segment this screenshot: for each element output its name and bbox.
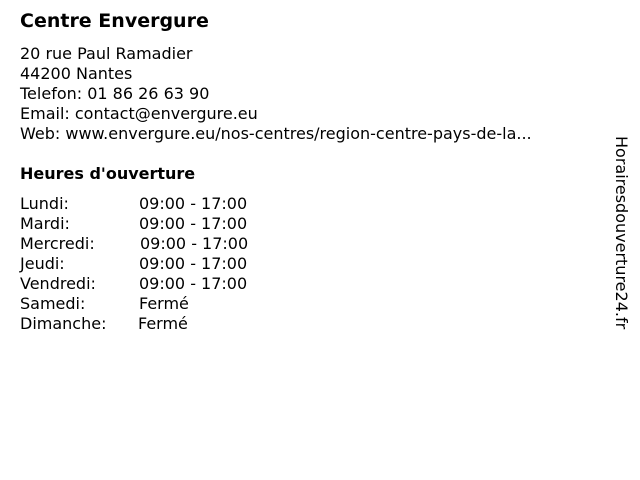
time: 09:00 - 17:00 (139, 194, 248, 213)
city: 44200 Nantes (20, 64, 133, 83)
hours-row: Mardi: 09:00 - 17:00 (20, 214, 248, 234)
watermark: Horairesdouverture24.fr (612, 136, 631, 330)
time: 09:00 - 17:00 (139, 254, 248, 273)
time: 09:00 - 17:00 (139, 274, 248, 293)
time: Fermé (139, 294, 189, 313)
hours-row: Vendredi: 09:00 - 17:00 (20, 274, 248, 294)
time: 09:00 - 17:00 (140, 234, 249, 253)
email: Email: contact@envergure.eu (20, 104, 258, 123)
time: 09:00 - 17:00 (139, 214, 248, 233)
page-title: Centre Envergure (20, 10, 209, 32)
hours-row: Mercredi: 09:00 - 17:00 (20, 234, 248, 254)
day: Mercredi: (20, 234, 95, 253)
day: Dimanche: (20, 314, 107, 333)
hours-row: Samedi: Fermé (20, 294, 248, 314)
hours-heading: Heures d'ouverture (20, 164, 196, 183)
day: Mardi: (20, 214, 70, 233)
street: 20 rue Paul Ramadier (20, 44, 193, 63)
day: Vendredi: (20, 274, 96, 293)
day: Lundi: (20, 194, 69, 213)
day: Jeudi: (20, 254, 65, 273)
website: Web: www.envergure.eu/nos-centres/region… (20, 124, 532, 143)
hours-row: Dimanche: Fermé (20, 314, 248, 334)
hours-row: Lundi: 09:00 - 17:00 (20, 194, 248, 214)
time: Fermé (138, 314, 188, 333)
hours-table: Lundi: 09:00 - 17:00 Mardi: 09:00 - 17:00 … (20, 194, 248, 334)
phone: Telefon: 01 86 26 63 90 (20, 84, 210, 103)
address-block: 20 rue Paul Ramadier 44200 Nantes Telefo… (20, 44, 532, 144)
hours-row: Jeudi: 09:00 - 17:00 (20, 254, 248, 274)
day: Samedi: (20, 294, 86, 313)
